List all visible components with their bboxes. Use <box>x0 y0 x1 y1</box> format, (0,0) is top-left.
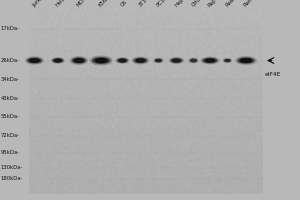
Text: 26kDa-: 26kDa- <box>1 58 20 63</box>
Text: CHO-K1: CHO-K1 <box>190 0 208 8</box>
Ellipse shape <box>92 58 110 63</box>
Ellipse shape <box>74 59 83 62</box>
Ellipse shape <box>223 58 232 63</box>
Ellipse shape <box>236 57 256 64</box>
Ellipse shape <box>190 59 197 62</box>
Ellipse shape <box>116 58 129 63</box>
Ellipse shape <box>70 57 87 64</box>
Ellipse shape <box>28 58 41 63</box>
Ellipse shape <box>72 58 86 63</box>
Text: Jurkat: Jurkat <box>32 0 46 8</box>
Text: 130kDa-: 130kDa- <box>1 165 23 170</box>
Ellipse shape <box>238 58 254 63</box>
Text: Raw264.7: Raw264.7 <box>224 0 247 8</box>
Ellipse shape <box>154 58 163 63</box>
Ellipse shape <box>156 60 161 62</box>
Text: 43kDa-: 43kDa- <box>1 96 20 101</box>
Ellipse shape <box>134 58 147 63</box>
Ellipse shape <box>90 56 112 65</box>
Ellipse shape <box>26 57 43 64</box>
Ellipse shape <box>53 59 63 62</box>
Ellipse shape <box>225 60 230 61</box>
Ellipse shape <box>203 58 217 63</box>
Text: C6: C6 <box>119 0 128 8</box>
Ellipse shape <box>171 58 182 63</box>
Ellipse shape <box>169 57 184 64</box>
Text: 17kDa-: 17kDa- <box>1 26 20 31</box>
Text: eIF4E: eIF4E <box>265 72 281 77</box>
Ellipse shape <box>189 58 198 63</box>
Ellipse shape <box>118 59 127 62</box>
Text: PC12: PC12 <box>155 0 169 8</box>
Ellipse shape <box>155 59 162 62</box>
Ellipse shape <box>205 59 215 62</box>
Ellipse shape <box>55 59 61 62</box>
Text: K562: K562 <box>98 0 111 8</box>
Ellipse shape <box>172 59 180 62</box>
Ellipse shape <box>191 59 196 62</box>
Text: Ramos: Ramos <box>243 0 259 8</box>
Text: 95kDa-: 95kDa- <box>1 150 20 155</box>
Text: Raji: Raji <box>207 0 217 8</box>
Ellipse shape <box>136 59 145 62</box>
Text: 72kDa-: 72kDa- <box>1 133 20 138</box>
Text: Hela: Hela <box>55 0 67 8</box>
Text: MCF7: MCF7 <box>76 0 90 8</box>
Text: 34kDa-: 34kDa- <box>1 77 20 82</box>
Ellipse shape <box>132 57 148 64</box>
Ellipse shape <box>224 59 231 62</box>
Ellipse shape <box>201 57 219 64</box>
Text: 180kDa-: 180kDa- <box>1 176 23 181</box>
Ellipse shape <box>119 59 126 62</box>
Ellipse shape <box>241 59 251 62</box>
Ellipse shape <box>52 58 64 63</box>
Text: HepG2: HepG2 <box>173 0 190 8</box>
Text: 3T3: 3T3 <box>137 0 148 8</box>
Ellipse shape <box>95 59 107 62</box>
Text: 55kDa-: 55kDa- <box>1 114 20 119</box>
Ellipse shape <box>30 59 39 62</box>
